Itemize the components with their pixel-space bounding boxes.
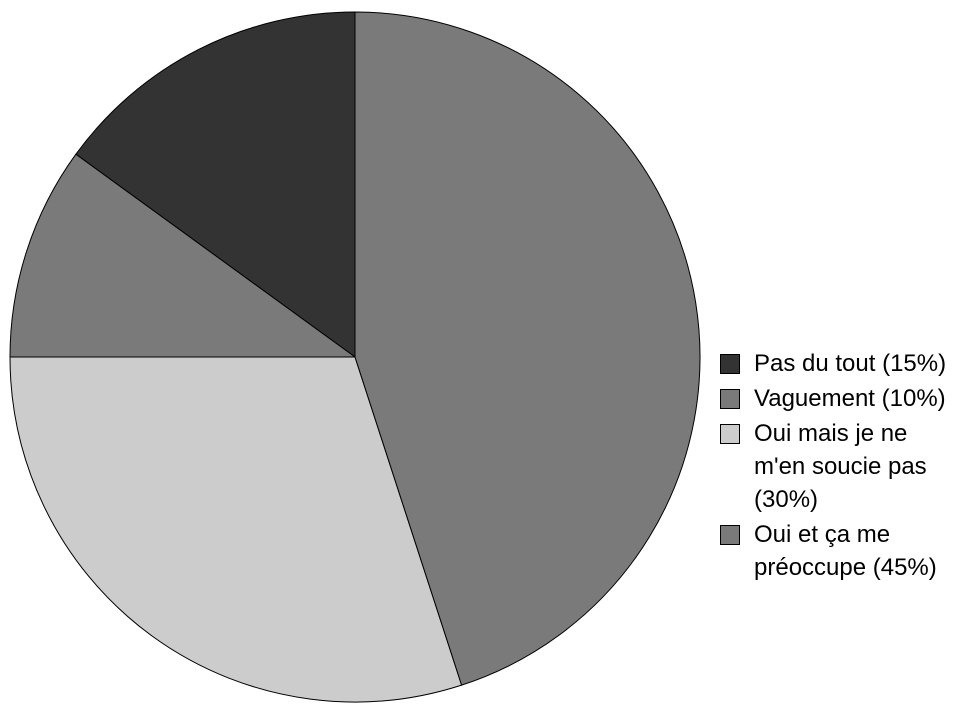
pie-area <box>9 11 701 703</box>
legend-label: Pas du tout (15%) <box>754 350 947 377</box>
legend-entry: Pas du tout (15%) <box>720 347 957 380</box>
legend-swatch <box>720 389 740 409</box>
pie-slice <box>354 11 701 686</box>
pie-slice <box>9 153 357 358</box>
legend-entry: Oui et ça me préoccupe (45%) <box>720 518 957 584</box>
legend-label: Oui et ça me préoccupe (45%) <box>754 521 937 581</box>
pie-slice <box>75 11 356 358</box>
legend: Pas du tout (15%) Vaguement (10%) Oui mais… <box>720 347 957 586</box>
legend-label: Vaguement (10%) <box>754 385 946 412</box>
legend-entry: Vaguement (10%) <box>720 382 957 415</box>
legend-label: Oui mais je ne m'en soucie pas (30%) <box>754 420 927 513</box>
legend-entry: Oui mais je ne m'en soucie pas (30%) <box>720 417 957 516</box>
legend-swatch <box>720 424 740 444</box>
legend-swatch <box>720 354 740 374</box>
legend-swatch <box>720 525 740 545</box>
pie-slice <box>9 356 463 703</box>
